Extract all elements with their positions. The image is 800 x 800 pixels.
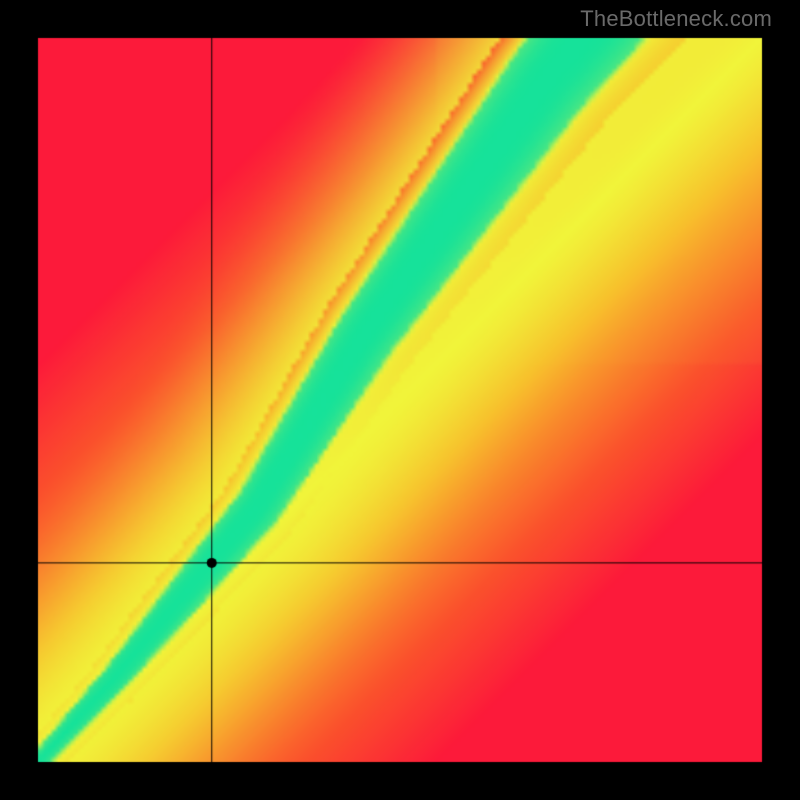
watermark-text: TheBottleneck.com [580,6,772,32]
chart-container: TheBottleneck.com [0,0,800,800]
bottleneck-heatmap-canvas [0,0,800,800]
